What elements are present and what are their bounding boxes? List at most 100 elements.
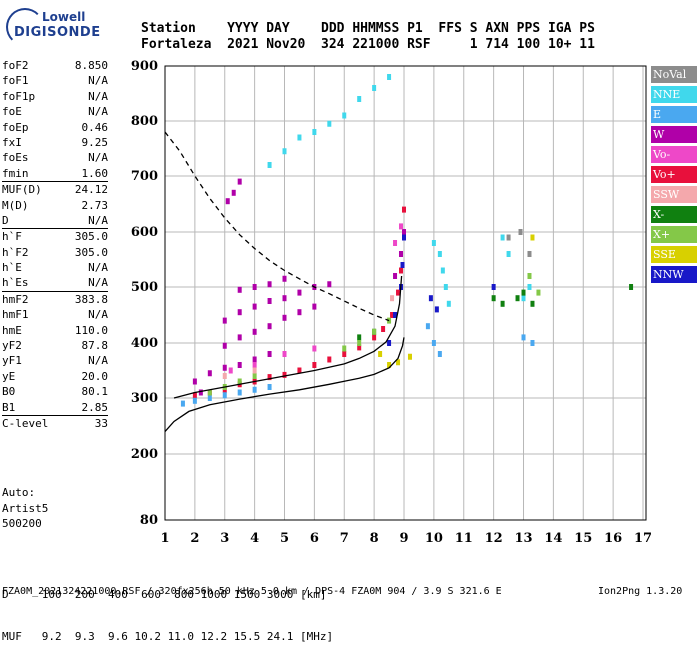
echo-point-nnw bbox=[400, 262, 405, 268]
echo-point-x bbox=[357, 340, 362, 346]
param-value: 20.0 bbox=[81, 369, 109, 383]
param-name: hmE bbox=[2, 323, 22, 337]
echo-point-nne bbox=[446, 300, 451, 307]
echo-point-nne bbox=[440, 267, 445, 274]
param-row: MUF(D) 24.12 bbox=[2, 181, 108, 197]
param-value: 1.60 bbox=[81, 166, 109, 180]
echo-point-nnw bbox=[491, 284, 496, 290]
param-row: hmF2 383.8 bbox=[2, 290, 108, 307]
legend-item: NNE bbox=[651, 86, 697, 103]
x-tick-label: 3 bbox=[220, 531, 229, 546]
param-row: h`E N/A bbox=[2, 260, 108, 275]
echo-point-w bbox=[252, 284, 257, 290]
param-row: foEs N/A bbox=[2, 150, 108, 165]
x-tick-label: 6 bbox=[310, 531, 319, 546]
echo-point-e bbox=[437, 351, 442, 357]
param-row: D N/A bbox=[2, 213, 108, 228]
parameter-list: foF2 8.850 foF1 N/A foF1p N/A foE N/A foEp 0.46 fx… bbox=[2, 58, 108, 431]
echo-point-sse bbox=[378, 351, 383, 357]
param-value: N/A bbox=[88, 308, 108, 322]
echo-point-ssw bbox=[252, 367, 257, 374]
x-tick-label: 17 bbox=[634, 531, 652, 546]
echo-point-vo bbox=[282, 351, 287, 357]
auto-code: 500200 bbox=[2, 517, 42, 530]
x-tick-label: 1 bbox=[160, 531, 169, 546]
distance-row: D 100 200 400 600 800 1000 1500 3000 [km… bbox=[2, 588, 327, 601]
x-axis: 1 2 3 4 5 6 7 8 9 10 11 12 13 14 15 16 17 bbox=[160, 531, 652, 546]
y-tick-label: 700 bbox=[131, 169, 158, 184]
param-name: fxI bbox=[2, 135, 22, 149]
param-value: N/A bbox=[88, 354, 108, 368]
auto-artist: Artist5 bbox=[2, 501, 49, 515]
echo-point-ssw bbox=[222, 373, 227, 379]
echo-point-nne bbox=[267, 162, 272, 168]
param-value: 24.12 bbox=[74, 183, 108, 197]
echo-point-x bbox=[207, 389, 212, 396]
param-value: N/A bbox=[88, 276, 108, 290]
echo-point-e bbox=[252, 386, 257, 393]
echo-point-w bbox=[252, 303, 257, 310]
param-row: foEp 0.46 bbox=[2, 120, 108, 135]
echo-point-e bbox=[530, 340, 535, 346]
echo-point-x bbox=[527, 273, 532, 279]
legend-item: Vo- bbox=[651, 146, 697, 163]
legend-item: SSE bbox=[651, 246, 697, 263]
param-name: yE bbox=[2, 369, 16, 383]
profile-curve-dashed bbox=[164, 131, 390, 322]
param-name: fmin bbox=[2, 166, 29, 180]
profile-lines bbox=[164, 131, 405, 433]
x-tick-label: 5 bbox=[280, 531, 289, 546]
echo-point-w bbox=[237, 286, 242, 293]
echo-point-nnw bbox=[402, 234, 407, 241]
param-value: N/A bbox=[88, 151, 108, 165]
echo-point-w bbox=[252, 356, 257, 363]
legend-item: NoVal bbox=[651, 66, 697, 83]
profile-curve-solid bbox=[164, 337, 405, 433]
echo-point-vo bbox=[228, 367, 233, 374]
echo-point-w bbox=[402, 229, 407, 235]
echo-point-w bbox=[399, 251, 404, 257]
echo-point-w bbox=[252, 328, 257, 335]
echo-point-x bbox=[237, 378, 242, 385]
echo-point-x bbox=[536, 289, 541, 296]
echo-point-noval bbox=[527, 251, 532, 257]
echo-point-nne bbox=[521, 295, 526, 302]
param-name: C-level bbox=[2, 416, 49, 430]
param-row: h`F 305.0 bbox=[2, 228, 108, 244]
echo-point-e bbox=[180, 400, 185, 407]
param-value: 9.25 bbox=[81, 135, 109, 149]
legend-item: X+ bbox=[651, 226, 697, 243]
param-name: yF1 bbox=[2, 354, 22, 368]
echo-point-vo bbox=[282, 371, 287, 378]
echo-point-vo bbox=[399, 223, 404, 230]
echo-point-w bbox=[393, 273, 398, 279]
param-name: foEs bbox=[2, 151, 29, 165]
echo-point-ssw bbox=[390, 295, 395, 302]
echo-point-vo bbox=[381, 326, 386, 332]
legend-item: SSW bbox=[651, 186, 697, 203]
echo-point-w bbox=[237, 362, 242, 368]
param-value: 33 bbox=[94, 416, 108, 430]
echo-point-noval bbox=[506, 234, 511, 241]
echo-point-vo bbox=[327, 356, 332, 363]
x-tick-label: 2 bbox=[190, 531, 199, 546]
x-tick-label: 15 bbox=[574, 531, 592, 546]
muf-table: D 100 200 400 600 800 1000 1500 3000 [km… bbox=[2, 560, 333, 658]
param-row: hmF1 N/A bbox=[2, 307, 108, 322]
logo-ring bbox=[6, 8, 44, 46]
echo-point-nne bbox=[327, 120, 332, 127]
echo-point-w bbox=[267, 351, 272, 357]
echo-point-w bbox=[267, 281, 272, 288]
echo-point-e bbox=[431, 340, 436, 346]
param-value: N/A bbox=[88, 74, 108, 88]
param-name: M(D) bbox=[2, 198, 29, 212]
echo-point-w bbox=[237, 309, 242, 316]
echo-point-vo bbox=[396, 289, 401, 296]
echo-point-vo bbox=[393, 240, 398, 246]
echo-point-x bbox=[629, 284, 634, 290]
echo-point-w bbox=[225, 198, 230, 205]
param-name: h`E bbox=[2, 261, 22, 275]
param-value: 8.850 bbox=[74, 59, 108, 72]
echo-point-x bbox=[491, 295, 496, 302]
